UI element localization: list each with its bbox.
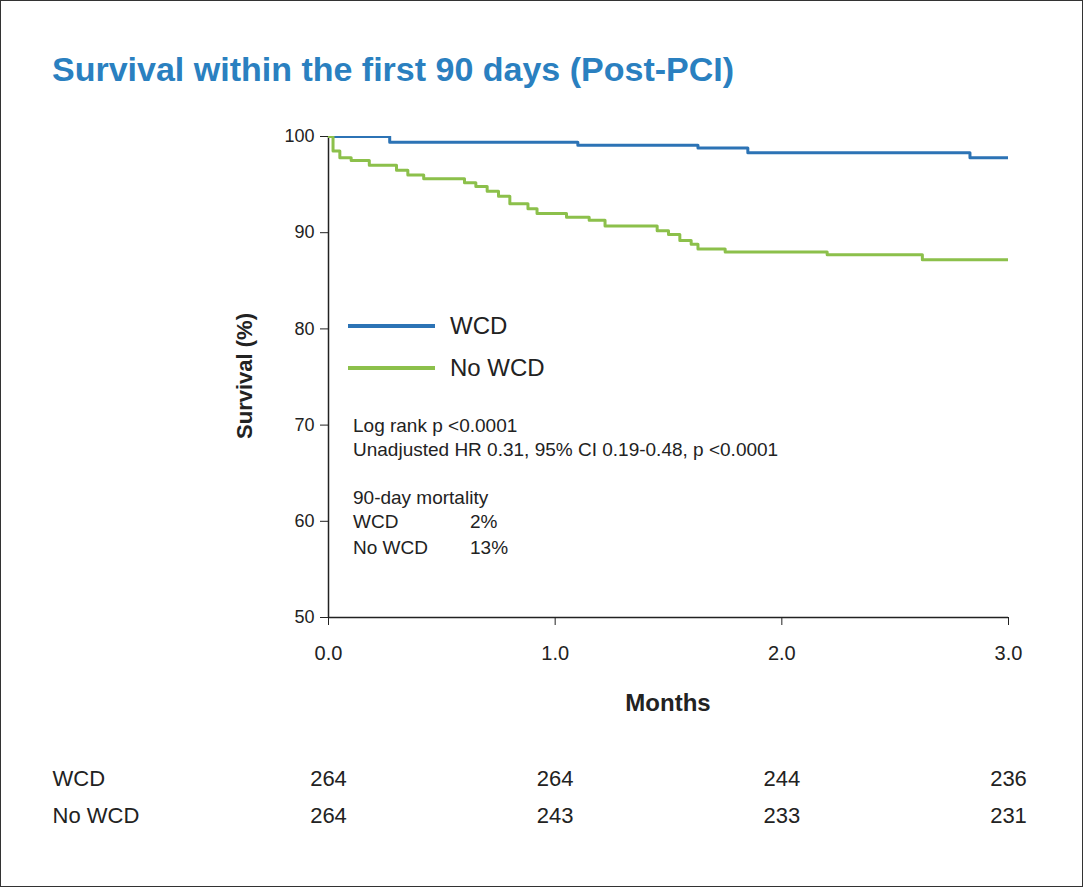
html-text:WCD: WCD xyxy=(450,312,508,339)
html-text:No WCD: No WCD xyxy=(450,354,545,381)
html-text:90-day mortality: 90-day mortality xyxy=(353,487,489,508)
svg-text:264: 264 xyxy=(310,766,347,791)
html-text:Unadjusted HR 0.31, 95% CI 0.1: Unadjusted HR 0.31, 95% CI 0.19-0.48, p … xyxy=(353,439,779,460)
svg-text:50: 50 xyxy=(294,607,314,627)
html-text:Survival (%): Survival (%) xyxy=(232,313,257,439)
svg-text:244: 244 xyxy=(763,766,800,791)
svg-text:No WCD: No WCD xyxy=(53,803,140,828)
html-text:Months: Months xyxy=(625,689,711,716)
svg-text:90: 90 xyxy=(294,222,314,242)
svg-text:60: 60 xyxy=(294,511,314,531)
svg-text:264: 264 xyxy=(537,766,574,791)
html-text:Survival within the first 90 d: Survival within the first 90 days (Post-… xyxy=(52,50,734,88)
svg-text:243: 243 xyxy=(537,803,574,828)
html-text:2%: 2% xyxy=(470,511,498,532)
html-text:Log rank p <0.0001: Log rank p <0.0001 xyxy=(353,415,518,436)
html-text:No WCD: No WCD xyxy=(353,537,428,558)
svg-text:100: 100 xyxy=(284,126,314,146)
svg-text:1.0: 1.0 xyxy=(541,642,569,664)
html-text:13%: 13% xyxy=(470,537,508,558)
svg-text:WCD: WCD xyxy=(53,766,106,791)
svg-text:80: 80 xyxy=(294,319,314,339)
svg-text:2.0: 2.0 xyxy=(768,642,796,664)
svg-text:264: 264 xyxy=(310,803,347,828)
svg-text:231: 231 xyxy=(990,803,1027,828)
svg-text:0.0: 0.0 xyxy=(315,642,343,664)
svg-text:233: 233 xyxy=(763,803,800,828)
html-text:WCD: WCD xyxy=(353,511,399,532)
svg-text:236: 236 xyxy=(990,766,1027,791)
svg-text:70: 70 xyxy=(294,415,314,435)
svg-text:3.0: 3.0 xyxy=(995,642,1023,664)
